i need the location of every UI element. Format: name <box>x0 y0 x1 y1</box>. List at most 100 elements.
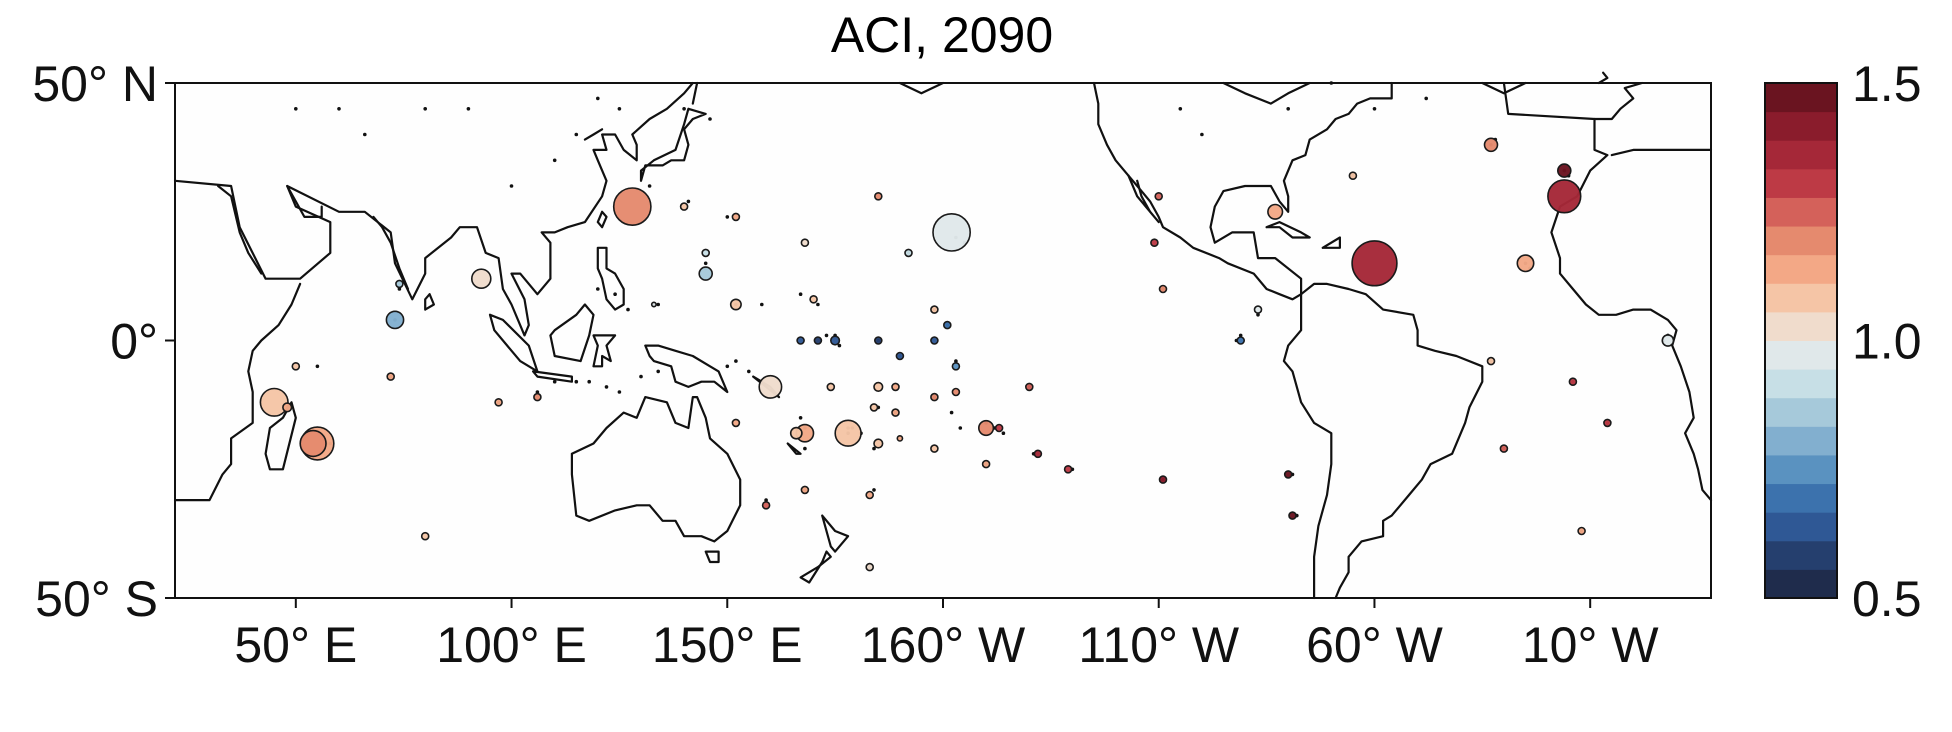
coastline-segment <box>644 344 729 394</box>
bubble-marker <box>420 531 430 541</box>
bubble-marker <box>869 403 879 412</box>
bubble-marker <box>994 423 1004 433</box>
bubble-marker <box>951 387 961 397</box>
colorbar-swatch <box>1765 540 1837 570</box>
island-dot <box>587 379 591 384</box>
island-dot <box>423 107 428 111</box>
bubble-marker <box>259 387 289 417</box>
bubble-marker <box>698 266 714 281</box>
coastline-segment <box>821 514 850 553</box>
bubble-marker <box>809 294 818 304</box>
coastline-segment <box>583 128 604 141</box>
bubble-marker <box>1150 238 1159 247</box>
coastline-segment <box>596 210 608 229</box>
x-tick-label: 150° E <box>652 617 803 673</box>
island-dot <box>803 446 807 451</box>
bubble-marker <box>891 408 900 417</box>
bubble-marker <box>981 459 991 469</box>
bubble-marker <box>895 351 905 361</box>
bubble-marker <box>930 305 939 314</box>
coastline-segment <box>570 396 742 543</box>
plot-background <box>175 83 1711 598</box>
bubble-marker <box>1158 284 1168 294</box>
bubble-marker <box>299 429 327 458</box>
colorbar-swatch <box>1765 483 1837 513</box>
colorbar: 1.5 1.0 0.5 <box>1764 56 1922 627</box>
island-dot <box>725 215 730 219</box>
island-dot <box>798 292 803 297</box>
island-dot <box>816 302 820 307</box>
island-dot <box>734 359 738 363</box>
colorbar-swatch <box>1765 512 1837 542</box>
coastline-segment <box>1265 221 1311 239</box>
coastline-segment <box>286 184 323 218</box>
bubbles-layer <box>259 137 1675 572</box>
coastline-segment <box>1597 71 1609 85</box>
bubble-marker <box>385 310 405 330</box>
bubble-marker <box>1236 336 1245 345</box>
colorbar-swatch <box>1765 397 1837 427</box>
x-tick-label: 160° W <box>861 617 1026 673</box>
island-dot <box>954 359 958 363</box>
bubble-marker <box>826 382 836 392</box>
bubble-marker <box>1348 171 1358 180</box>
bubble-marker <box>1288 511 1297 520</box>
colorbar-swatch <box>1765 83 1837 113</box>
island-dot <box>1256 313 1260 317</box>
coastline-segment <box>549 303 595 363</box>
x-tick-label: 10° W <box>1522 617 1660 673</box>
bubble-marker <box>731 212 741 222</box>
island-dot <box>466 107 471 111</box>
bubble-marker <box>951 361 961 371</box>
island-dot <box>958 426 963 430</box>
coastline-segment <box>596 246 625 311</box>
coastline-segment <box>1593 81 1644 121</box>
coastline-segment <box>173 81 694 337</box>
island-dot <box>363 132 367 137</box>
bubble-marker <box>1154 192 1163 201</box>
island-dot <box>1200 132 1204 137</box>
y-tick-label: 50° N <box>32 56 158 112</box>
plot-area <box>173 71 1713 600</box>
coastline-segment <box>173 282 302 502</box>
coastline-segment <box>639 107 707 182</box>
bubble-marker <box>1483 137 1499 153</box>
island-dot <box>824 333 829 338</box>
bubble-marker <box>650 301 657 308</box>
coastline-segment <box>1481 81 1527 95</box>
island-dot <box>656 369 660 374</box>
bubble-marker <box>873 438 884 449</box>
island-dot <box>294 107 298 111</box>
island-dot <box>617 107 622 111</box>
island-dot <box>552 379 557 384</box>
coastline-segment <box>1502 81 1713 502</box>
bubble-marker <box>896 434 904 442</box>
island-dot <box>760 302 764 307</box>
bubble-marker <box>679 202 689 211</box>
colorbar-swatch <box>1765 283 1837 313</box>
bubble-marker <box>1158 475 1168 484</box>
colorbar-tick-label: 1.0 <box>1852 314 1922 370</box>
bubble-marker <box>1568 377 1578 387</box>
island-dot <box>682 107 686 111</box>
island-dot <box>686 199 691 204</box>
colorbar-swatch <box>1765 369 1837 399</box>
bubble-marker <box>1033 449 1043 459</box>
bubble-marker <box>789 426 803 440</box>
bubble-marker <box>1557 163 1572 178</box>
island-dot <box>574 132 579 137</box>
y-tick-label: 50° S <box>35 571 158 627</box>
island-dot <box>1286 107 1290 111</box>
bubble-marker <box>731 418 741 428</box>
island-dot <box>604 385 609 389</box>
bubble-marker <box>1577 526 1586 536</box>
colorbar-swatch <box>1765 226 1837 256</box>
bubble-marker <box>865 490 875 500</box>
coastline-segment <box>1321 236 1341 249</box>
coastline-segment <box>1300 282 1484 600</box>
bubble-marker <box>829 335 841 346</box>
colorbar-swatch <box>1765 569 1837 599</box>
bubble-marker <box>1267 203 1284 220</box>
coastline-segment <box>1610 148 1713 157</box>
